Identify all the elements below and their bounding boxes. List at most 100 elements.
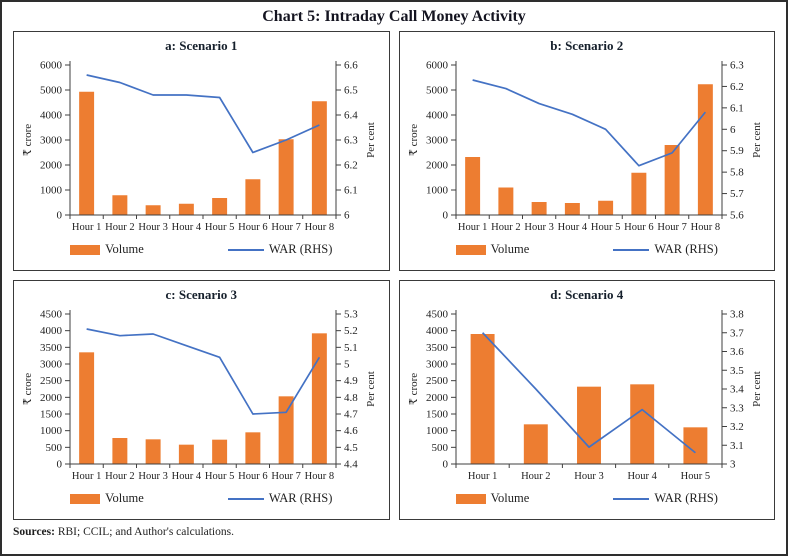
- svg-text:Hour 1: Hour 1: [468, 471, 497, 482]
- legend-item-volume: Volume: [70, 491, 144, 506]
- svg-text:Hour 4: Hour 4: [627, 471, 657, 482]
- svg-text:Hour 7: Hour 7: [272, 222, 301, 233]
- svg-text:Hour 2: Hour 2: [491, 222, 520, 233]
- svg-text:5000: 5000: [40, 85, 63, 97]
- svg-text:Hour 6: Hour 6: [624, 222, 653, 233]
- volume-bars: [79, 333, 328, 464]
- svg-text:2000: 2000: [426, 392, 449, 404]
- svg-text:1500: 1500: [40, 409, 63, 421]
- svg-text:6.3: 6.3: [730, 60, 744, 72]
- svg-text:Hour 7: Hour 7: [657, 222, 686, 233]
- panel-title-c: c: Scenario 3: [165, 287, 237, 302]
- svg-text:3.1: 3.1: [730, 440, 744, 452]
- war-line: [86, 328, 321, 415]
- svg-text:Hour 1: Hour 1: [72, 471, 101, 482]
- svg-text:6: 6: [730, 124, 736, 136]
- legend-item-war: WAR (RHS): [613, 242, 718, 257]
- svg-text:5.2: 5.2: [344, 325, 358, 337]
- chart-scenario-3: 0 500 1000 1500 2000 2500 3000 3500 4000 4500 4.4 4…: [22, 309, 377, 483]
- axes: [450, 310, 727, 468]
- svg-text:4.5: 4.5: [344, 442, 358, 454]
- svg-text:6.1: 6.1: [344, 185, 358, 197]
- svg-text:3.2: 3.2: [730, 421, 744, 433]
- svg-text:5.8: 5.8: [730, 167, 744, 179]
- svg-text:6000: 6000: [426, 60, 449, 72]
- svg-text:Hour 5: Hour 5: [205, 222, 234, 233]
- svg-text:5.3: 5.3: [344, 309, 358, 321]
- svg-text:5.6: 5.6: [730, 210, 744, 222]
- chart-scenario-4: 0 500 1000 1500 2000 2500 3000 3500 4000 4500 3 3.1…: [408, 309, 763, 483]
- volume-swatch-icon: [455, 244, 486, 255]
- right-axis-title: Per cent: [365, 371, 377, 407]
- svg-text:6.2: 6.2: [730, 81, 744, 93]
- svg-text:6.2: 6.2: [344, 160, 358, 172]
- legend-war-label: WAR (RHS): [268, 491, 333, 505]
- legend-item-war: WAR (RHS): [613, 491, 718, 506]
- svg-text:Hour 2: Hour 2: [105, 471, 134, 482]
- svg-text:1000: 1000: [426, 425, 449, 437]
- svg-text:0: 0: [57, 210, 63, 222]
- svg-text:0: 0: [442, 210, 448, 222]
- svg-text:2000: 2000: [426, 160, 449, 172]
- volume-swatch-icon: [455, 493, 486, 504]
- left-axis-title: ₹ crore: [408, 373, 420, 405]
- svg-text:Hour 2: Hour 2: [105, 222, 134, 233]
- svg-text:Hour 8: Hour 8: [305, 222, 334, 233]
- svg-text:3000: 3000: [426, 359, 449, 371]
- svg-text:4500: 4500: [426, 309, 449, 321]
- axes: [65, 61, 342, 219]
- svg-text:4.8: 4.8: [344, 392, 358, 404]
- tick-labels: 0 1000 2000 3000 4000 5000 6000 5.6 5.7 5.8 5.9 6 6.…: [426, 60, 744, 234]
- volume-bars: [470, 334, 708, 464]
- war-line: [86, 74, 320, 154]
- axes: [450, 61, 727, 219]
- svg-text:Hour 4: Hour 4: [557, 222, 587, 233]
- svg-text:4.9: 4.9: [344, 375, 358, 387]
- svg-text:2500: 2500: [426, 375, 449, 387]
- svg-text:3000: 3000: [426, 135, 449, 147]
- svg-text:Hour 1: Hour 1: [72, 222, 101, 233]
- svg-text:5.9: 5.9: [730, 145, 744, 157]
- chart-scenario-2: 0 1000 2000 3000 4000 5000 6000 5.6 5.7 5.8 5.9 6 6.…: [408, 60, 763, 234]
- axes: [65, 310, 342, 468]
- war-line-icon: [227, 248, 264, 251]
- legend-item-volume: Volume: [70, 242, 144, 257]
- volume-bars: [464, 84, 713, 215]
- legend-volume-label: Volume: [490, 491, 530, 505]
- svg-text:Hour 3: Hour 3: [524, 222, 553, 233]
- panel-title-d: d: Scenario 4: [550, 287, 624, 302]
- svg-text:6.5: 6.5: [344, 85, 358, 97]
- svg-text:6.3: 6.3: [344, 135, 358, 147]
- svg-text:4500: 4500: [40, 309, 63, 321]
- svg-text:4.4: 4.4: [344, 459, 358, 471]
- svg-text:5: 5: [344, 359, 350, 371]
- svg-text:3500: 3500: [426, 342, 449, 354]
- war-line-icon: [613, 497, 650, 500]
- figure-title: Chart 5: Intraday Call Money Activity: [262, 8, 526, 25]
- svg-text:Hour 7: Hour 7: [272, 471, 301, 482]
- svg-text:3000: 3000: [40, 135, 63, 147]
- volume-swatch-icon: [70, 493, 101, 504]
- panel-scenario-3: c: Scenario 3 0 500 1000 1500 2000 2500 3000 35…: [13, 280, 390, 520]
- svg-text:Hour 1: Hour 1: [458, 222, 487, 233]
- svg-text:6.1: 6.1: [730, 102, 744, 114]
- panel-title-a: a: Scenario 1: [165, 38, 238, 53]
- svg-text:6000: 6000: [40, 60, 63, 72]
- tick-labels: 0 1000 2000 3000 4000 5000 6000 6 6.1 6.2 6.3 6.4 6.…: [40, 60, 358, 234]
- volume-bars: [79, 91, 328, 215]
- svg-text:1000: 1000: [40, 185, 63, 197]
- panel-scenario-2: b: Scenario 2 0 1000 2000 3000 4000 5000 6000 5…: [398, 31, 775, 271]
- svg-text:1000: 1000: [40, 425, 63, 437]
- svg-text:500: 500: [46, 442, 63, 454]
- svg-text:Hour 4: Hour 4: [172, 471, 202, 482]
- svg-text:0: 0: [442, 459, 448, 471]
- war-line-icon: [613, 248, 650, 251]
- volume-swatch-icon: [70, 244, 101, 255]
- legend-war-label: WAR (RHS): [268, 242, 333, 256]
- svg-text:3: 3: [730, 459, 736, 471]
- right-axis-title: Per cent: [751, 122, 763, 158]
- war-line: [472, 79, 706, 167]
- svg-text:Hour 4: Hour 4: [172, 222, 202, 233]
- svg-text:4.6: 4.6: [344, 425, 358, 437]
- svg-text:6: 6: [344, 210, 350, 222]
